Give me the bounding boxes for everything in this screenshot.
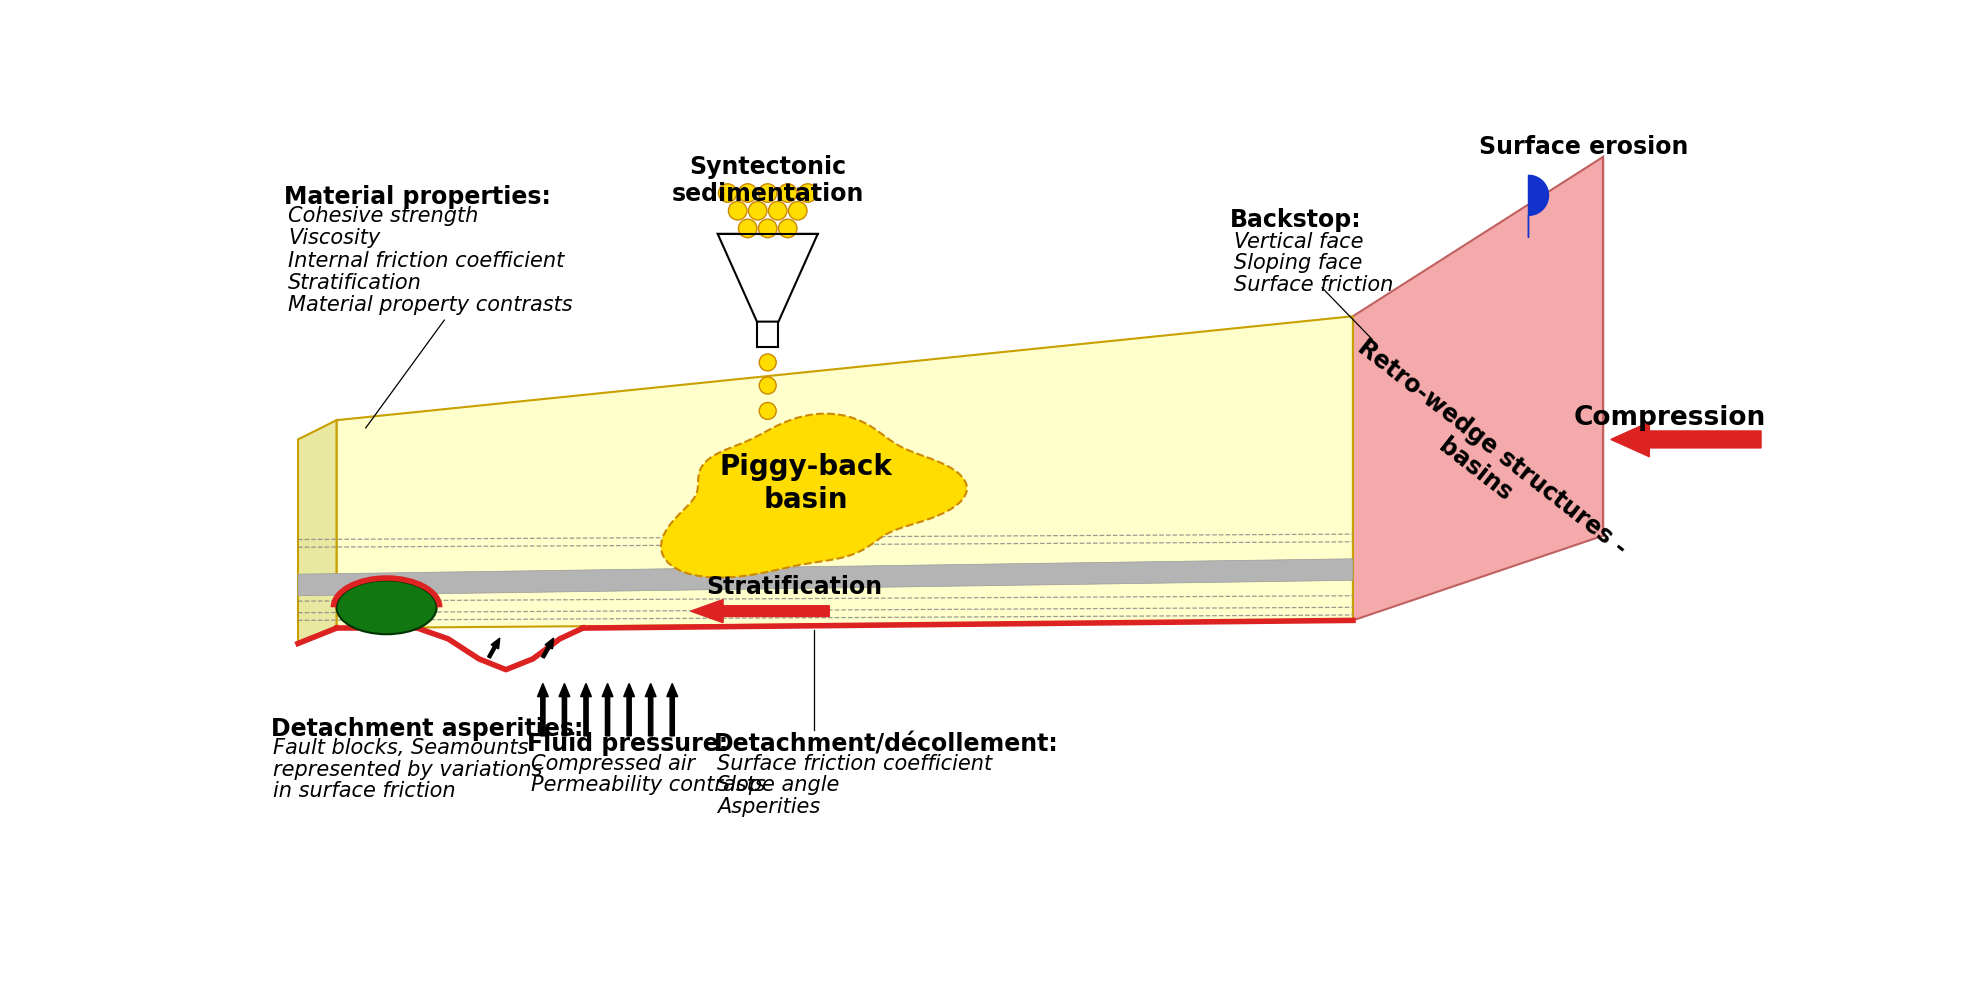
Text: Stratification: Stratification bbox=[707, 575, 883, 599]
Text: Compression: Compression bbox=[1574, 405, 1766, 431]
Polygon shape bbox=[298, 558, 1353, 595]
Circle shape bbox=[768, 202, 786, 220]
FancyArrow shape bbox=[581, 683, 591, 736]
Polygon shape bbox=[1529, 175, 1548, 238]
Circle shape bbox=[758, 184, 776, 202]
Circle shape bbox=[758, 377, 776, 394]
Text: Syntectonic
sedimentation: Syntectonic sedimentation bbox=[672, 155, 863, 207]
Text: Material property contrasts: Material property contrasts bbox=[288, 296, 573, 316]
Circle shape bbox=[778, 184, 798, 202]
Text: Piggy-back
basin: Piggy-back basin bbox=[719, 454, 893, 513]
Polygon shape bbox=[336, 317, 1353, 628]
Circle shape bbox=[739, 184, 756, 202]
Circle shape bbox=[758, 354, 776, 371]
FancyArrow shape bbox=[691, 599, 830, 622]
Text: Slope angle: Slope angle bbox=[717, 775, 839, 795]
FancyArrow shape bbox=[602, 683, 612, 736]
Text: Detachment/décollement:: Detachment/décollement: bbox=[713, 732, 1059, 756]
Circle shape bbox=[758, 403, 776, 420]
Text: Permeability contrasts: Permeability contrasts bbox=[531, 775, 764, 795]
Text: Vertical face: Vertical face bbox=[1234, 232, 1363, 252]
Text: in surface friction: in surface friction bbox=[273, 781, 456, 801]
FancyArrow shape bbox=[541, 638, 553, 658]
Text: Surface friction: Surface friction bbox=[1234, 275, 1392, 295]
Text: Surface erosion: Surface erosion bbox=[1479, 135, 1689, 159]
Circle shape bbox=[798, 184, 818, 202]
FancyArrow shape bbox=[624, 683, 634, 736]
Text: Stratification: Stratification bbox=[288, 273, 423, 293]
Text: Fault blocks, Seamounts: Fault blocks, Seamounts bbox=[273, 738, 529, 758]
FancyArrow shape bbox=[668, 683, 677, 736]
Text: Internal friction coefficient: Internal friction coefficient bbox=[288, 251, 565, 271]
Circle shape bbox=[739, 219, 756, 238]
Circle shape bbox=[758, 219, 776, 238]
Circle shape bbox=[749, 202, 766, 220]
Text: represented by variations: represented by variations bbox=[273, 760, 543, 780]
Text: Surface friction coefficient: Surface friction coefficient bbox=[717, 753, 991, 773]
Text: Sloping face: Sloping face bbox=[1234, 253, 1363, 273]
FancyArrow shape bbox=[559, 683, 571, 736]
Polygon shape bbox=[1353, 157, 1604, 620]
FancyArrow shape bbox=[488, 638, 500, 658]
Circle shape bbox=[719, 184, 737, 202]
Circle shape bbox=[788, 202, 808, 220]
FancyArrow shape bbox=[537, 683, 549, 736]
Text: Compressed air: Compressed air bbox=[531, 753, 695, 773]
Circle shape bbox=[729, 202, 747, 220]
Text: Viscosity: Viscosity bbox=[288, 229, 381, 249]
Text: Backstop:: Backstop: bbox=[1230, 209, 1361, 233]
Ellipse shape bbox=[336, 580, 436, 634]
Text: Retro-wedge structures -
basins: Retro-wedge structures - basins bbox=[1335, 336, 1631, 582]
Text: Asperities: Asperities bbox=[717, 797, 820, 817]
Text: Fluid pressure:: Fluid pressure: bbox=[527, 732, 729, 756]
Text: Material properties:: Material properties: bbox=[284, 186, 551, 210]
Text: Detachment asperities:: Detachment asperities: bbox=[271, 716, 583, 740]
Polygon shape bbox=[662, 414, 968, 577]
Polygon shape bbox=[717, 234, 818, 322]
Text: Cohesive strength: Cohesive strength bbox=[288, 206, 478, 226]
Polygon shape bbox=[298, 421, 336, 643]
FancyArrow shape bbox=[1612, 423, 1762, 457]
Circle shape bbox=[778, 219, 798, 238]
FancyArrow shape bbox=[646, 683, 656, 736]
